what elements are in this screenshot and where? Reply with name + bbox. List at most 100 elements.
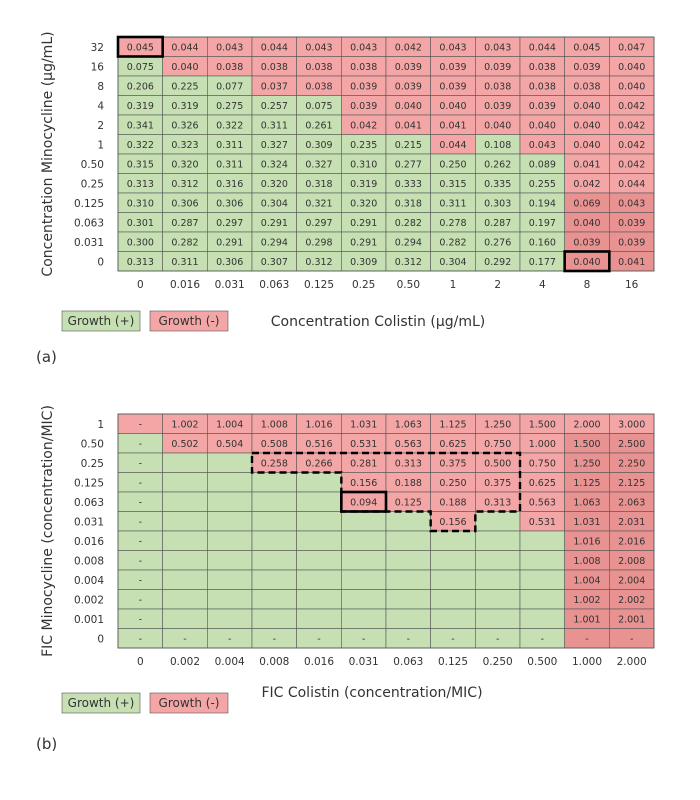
x-tick-label: 0 <box>137 279 144 291</box>
cell-value: 0.043 <box>350 42 377 53</box>
cell-value: 0.250 <box>439 159 466 170</box>
cell-value: 0.311 <box>439 198 466 209</box>
heatmap-cell <box>385 550 431 571</box>
heatmap-cell <box>251 608 297 629</box>
cell-value: 0.750 <box>529 458 556 469</box>
cell-value: - <box>585 634 588 645</box>
cell-value: 0.287 <box>484 218 511 229</box>
cell-value: 0.261 <box>305 120 332 131</box>
x-tick-label: 0.250 <box>483 656 513 668</box>
x-axis-title: FIC Colistin (concentration/MIC) <box>261 685 482 701</box>
highlighted-cell <box>563 250 611 273</box>
heatmap-cell <box>251 569 297 590</box>
y-tick-label: 0.50 <box>81 438 104 450</box>
heatmap-cell <box>519 530 565 551</box>
cell-value: 0.039 <box>439 81 466 92</box>
cell-value: - <box>139 458 142 469</box>
cell-value: 0.326 <box>171 120 198 131</box>
cell-value: 0.320 <box>350 198 377 209</box>
cell-value: 0.039 <box>350 81 377 92</box>
cell-value: 0.313 <box>484 497 511 508</box>
cell-value: 0.039 <box>350 101 377 112</box>
cell-value: 0.322 <box>216 120 243 131</box>
x-tick-label: 0.004 <box>215 656 245 668</box>
heatmap-cell <box>430 589 476 610</box>
heatmap-cell <box>207 569 253 590</box>
cell-value: 0.309 <box>305 140 332 151</box>
cell-value: 0.043 <box>484 42 511 53</box>
cell-value: 0.038 <box>573 81 600 92</box>
heatmap-cell <box>296 569 342 590</box>
x-tick-label: 0.016 <box>170 279 200 291</box>
y-tick-label: 0.008 <box>74 555 104 567</box>
y-tick-label: 0.50 <box>81 159 104 171</box>
y-tick-label: 0.031 <box>74 237 104 249</box>
cell-value: 0.037 <box>261 81 288 92</box>
x-axis-title: Concentration Colistin (µg/mL) <box>271 314 485 330</box>
heatmap-cell <box>251 472 297 493</box>
cell-value: 1.004 <box>216 419 243 430</box>
cell-value: 0.294 <box>395 237 422 248</box>
heatmap-cell <box>162 511 208 532</box>
cell-value: - <box>139 595 142 606</box>
cell-value: 0.040 <box>529 120 556 131</box>
cell-value: 0.041 <box>618 257 645 268</box>
cell-value: 1.063 <box>573 497 600 508</box>
heatmap-cell <box>207 550 253 571</box>
cell-value: 0.043 <box>439 42 466 53</box>
y-tick-label: 0.063 <box>74 497 104 509</box>
cell-value: 0.319 <box>350 179 377 190</box>
cell-value: 2.500 <box>618 439 645 450</box>
cell-value: 1.016 <box>305 419 332 430</box>
cell-value: 0.108 <box>484 140 511 151</box>
cell-value: 1.500 <box>529 419 556 430</box>
y-tick-label: 1 <box>97 139 104 151</box>
y-tick-label: 0.125 <box>74 477 104 489</box>
cell-value: 0.177 <box>529 257 556 268</box>
cell-value: 0.040 <box>395 101 422 112</box>
cell-value: 2.002 <box>618 595 645 606</box>
cell-value: 1.125 <box>439 419 466 430</box>
cell-value: 0.042 <box>618 140 645 151</box>
cell-value: 0.043 <box>618 198 645 209</box>
heatmap-cell <box>430 530 476 551</box>
cell-value: 0.041 <box>395 120 422 131</box>
x-tick-label: 0.125 <box>304 279 334 291</box>
cell-value: 0.297 <box>305 218 332 229</box>
cell-value: 0.043 <box>305 42 332 53</box>
cell-value: 1.001 <box>573 614 600 625</box>
heatmap-cell <box>519 608 565 629</box>
x-tick-label: 1 <box>450 279 457 291</box>
x-tick-label: 16 <box>625 279 639 291</box>
heatmap-cell <box>430 550 476 571</box>
y-tick-label: 1 <box>97 419 104 431</box>
cell-value: 0.300 <box>127 237 154 248</box>
cell-value: 0.320 <box>171 159 198 170</box>
cell-value: 0.500 <box>484 458 511 469</box>
cell-value: - <box>139 439 142 450</box>
cell-value: 0.375 <box>484 478 511 489</box>
cell-value: 3.000 <box>618 419 645 430</box>
cell-value: 0.250 <box>439 478 466 489</box>
x-tick-label: 0.063 <box>259 279 289 291</box>
cell-value: 0.315 <box>439 179 466 190</box>
x-tick-label: 0.500 <box>527 656 557 668</box>
cell-value: 0.303 <box>484 198 511 209</box>
cell-value: 0.301 <box>127 218 154 229</box>
heatmap-cell <box>296 608 342 629</box>
cell-value: 0.040 <box>573 101 600 112</box>
cell-value: 0.194 <box>529 198 556 209</box>
cell-value: 0.266 <box>305 458 332 469</box>
cell-value: - <box>451 634 454 645</box>
cell-value: 0.318 <box>395 198 422 209</box>
cell-value: 0.040 <box>573 120 600 131</box>
cell-value: 0.160 <box>529 237 556 248</box>
cell-value: 0.333 <box>395 179 422 190</box>
y-tick-label: 0.063 <box>74 217 104 229</box>
cell-value: 1.063 <box>395 419 422 430</box>
heatmap-cell <box>251 550 297 571</box>
cell-value: - <box>630 634 633 645</box>
x-tick-label: 0.125 <box>438 656 468 668</box>
cell-value: 0.045 <box>127 42 154 53</box>
cell-value: 0.255 <box>529 179 556 190</box>
